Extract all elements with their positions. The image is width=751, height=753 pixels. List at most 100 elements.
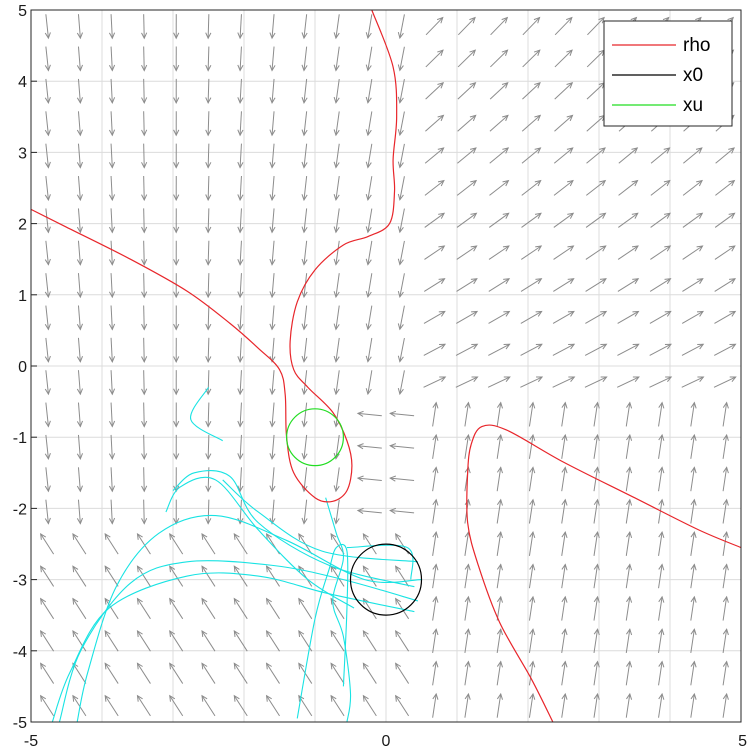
quiver-arrow-shaft	[561, 467, 566, 492]
quiver-arrow-shaft	[432, 693, 437, 718]
quiver-arrow-head	[471, 343, 479, 350]
quiver-arrow-shaft	[713, 376, 736, 388]
quiver-arrow-shaft	[239, 337, 242, 362]
quiver-arrow-head	[529, 433, 536, 441]
quiver-arrow-head	[356, 475, 364, 482]
quiver-arrow-head	[201, 565, 208, 573]
quiver-arrow-shaft	[335, 14, 340, 39]
quiver-arrow-head	[44, 161, 51, 169]
quiver-arrow-shaft	[432, 467, 437, 492]
quiver-arrow-head	[298, 597, 305, 605]
quiver-arrow-shaft	[399, 240, 405, 265]
quiver-arrow-head	[437, 114, 445, 122]
quiver-arrow-head	[237, 453, 244, 461]
quiver-arrow-shaft	[330, 565, 345, 587]
quiver-arrow-head	[265, 630, 272, 638]
quiver-arrow-head	[658, 563, 665, 571]
quiver-arrow-shaft	[143, 434, 145, 459]
quiver-arrow-head	[173, 64, 180, 72]
quiver-arrow-head	[464, 433, 471, 441]
quiver-arrow-head	[76, 97, 83, 105]
quiver-arrow-head	[729, 343, 737, 350]
quiver-arrow-head	[593, 401, 600, 409]
quiver-arrow-shaft	[137, 663, 151, 684]
quiver-arrow-shaft	[399, 111, 405, 136]
quiver-arrow-shaft	[586, 82, 605, 100]
quiver-arrow-shaft	[271, 305, 275, 330]
quiver-arrow-head	[626, 563, 633, 571]
quiver-arrow-head	[503, 310, 511, 317]
quiver-arrow-shaft	[77, 111, 81, 136]
quiver-arrow-shaft	[357, 477, 382, 481]
quiver-arrow-shaft	[207, 499, 210, 524]
quiver-arrow-head	[496, 660, 503, 668]
quiver-arrow-shaft	[110, 14, 113, 39]
quiver-arrow-shaft	[432, 661, 437, 686]
quiver-arrow-head	[664, 278, 672, 285]
quiver-arrow-shaft	[618, 212, 639, 228]
quiver-arrow-shaft	[239, 78, 242, 103]
quiver-arrow-head	[432, 595, 439, 603]
trajectory-line	[296, 543, 349, 719]
quiver-arrow-shaft	[110, 273, 113, 298]
quiver-arrow-head	[141, 517, 148, 525]
quiver-arrow-head	[301, 453, 308, 460]
quiver-arrow-shaft	[330, 630, 345, 652]
quiver-arrow-head	[173, 32, 180, 40]
quiver-arrow-shaft	[367, 78, 373, 103]
quiver-arrow-shaft	[722, 629, 728, 654]
quiver-arrow-head	[333, 420, 340, 428]
quiver-arrow-shaft	[143, 337, 145, 362]
quiver-arrow-head	[690, 401, 697, 409]
quiver-arrow-shaft	[714, 245, 736, 260]
quiver-arrow-head	[173, 323, 180, 331]
quiver-arrow-shaft	[271, 78, 275, 103]
quiver-arrow-shaft	[496, 402, 502, 427]
quiver-arrow-head	[205, 259, 212, 266]
quiver-arrow-head	[599, 179, 607, 187]
quiver-arrow-shaft	[271, 467, 275, 492]
quiver-arrow-head	[233, 532, 240, 540]
quiver-arrow-shaft	[489, 180, 509, 196]
quiver-arrow-head	[141, 356, 148, 363]
quiver-arrow-shaft	[271, 499, 275, 524]
quiver-arrow-head	[533, 16, 541, 24]
quiver-arrow-shaft	[169, 663, 184, 684]
quiver-arrow-head	[141, 64, 148, 72]
quiver-arrow-head	[722, 660, 729, 668]
quiver-arrow-head	[567, 245, 575, 252]
quiver-arrow-shaft	[496, 467, 502, 492]
quiver-arrow-head	[432, 433, 439, 441]
quiver-arrow-shaft	[617, 311, 639, 324]
quiver-arrow-head	[205, 226, 212, 234]
quiver-arrow-head	[534, 81, 541, 89]
quiver-arrow-head	[301, 323, 308, 331]
quiver-arrow-head	[233, 630, 240, 638]
quiver-arrow-shaft	[207, 175, 210, 201]
quiver-arrow-shaft	[271, 143, 275, 168]
quiver-arrow-shaft	[169, 630, 184, 652]
quiver-arrow-shaft	[303, 14, 308, 39]
quiver-arrow-head	[696, 179, 703, 187]
quiver-arrow-shaft	[722, 661, 728, 686]
quiver-arrow-head	[600, 310, 608, 317]
quiver-arrow-head	[298, 694, 305, 702]
quiver-arrow-head	[301, 226, 308, 234]
quiver-arrow-head	[173, 259, 180, 266]
quiver-arrow-shaft	[239, 175, 242, 201]
quiver-arrow-shaft	[303, 78, 308, 103]
quiver-arrow-head	[201, 662, 208, 670]
quiver-arrow-head	[696, 310, 704, 317]
quiver-arrow-head	[141, 161, 148, 169]
quiver-arrow-shaft	[266, 663, 280, 684]
quiver-arrow-shaft	[40, 565, 55, 587]
quiver-arrow-shaft	[520, 278, 542, 292]
quiver-arrow-head	[169, 597, 176, 605]
quiver-arrow-shaft	[271, 46, 275, 71]
quiver-arrow-shaft	[303, 176, 308, 200]
quiver-arrow-head	[535, 343, 543, 350]
quiver-arrow-shaft	[424, 180, 445, 196]
quiver-arrow-head	[722, 692, 729, 700]
quiver-arrow-head	[397, 64, 404, 72]
quiver-arrow-shaft	[625, 564, 631, 589]
